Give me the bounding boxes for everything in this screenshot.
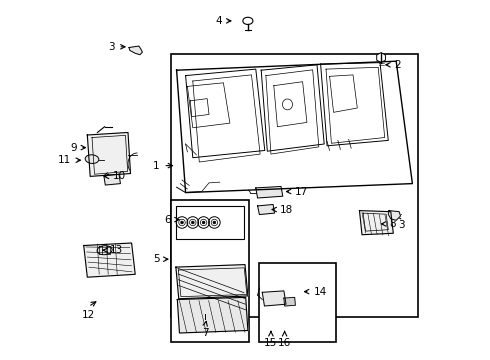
Polygon shape [129, 46, 143, 55]
Polygon shape [262, 291, 286, 306]
Text: 4: 4 [215, 16, 221, 26]
Text: 16: 16 [278, 338, 291, 348]
Circle shape [180, 221, 183, 224]
Polygon shape [87, 132, 130, 176]
Ellipse shape [85, 155, 99, 163]
Text: 15: 15 [264, 338, 277, 348]
Text: 7: 7 [202, 328, 209, 338]
Bar [259, 263, 336, 342]
Text: 3: 3 [108, 42, 115, 52]
Circle shape [192, 221, 194, 224]
Text: 13: 13 [110, 245, 123, 255]
Text: 14: 14 [314, 287, 327, 297]
Polygon shape [84, 243, 135, 277]
Circle shape [213, 221, 216, 224]
Text: 1: 1 [153, 161, 160, 171]
Polygon shape [258, 204, 274, 215]
Polygon shape [177, 297, 248, 333]
Text: 12: 12 [82, 310, 95, 320]
Text: 3: 3 [398, 220, 405, 230]
Text: 11: 11 [58, 155, 72, 165]
Polygon shape [360, 211, 393, 235]
Polygon shape [284, 297, 295, 306]
Polygon shape [176, 61, 413, 193]
Text: 8: 8 [390, 219, 396, 229]
Text: 18: 18 [280, 204, 294, 215]
Ellipse shape [243, 17, 253, 24]
Bar [175, 206, 245, 239]
Text: 10: 10 [113, 171, 125, 181]
Circle shape [202, 221, 205, 224]
Text: 9: 9 [70, 143, 76, 153]
Text: 17: 17 [294, 186, 308, 197]
Polygon shape [388, 211, 400, 220]
Polygon shape [104, 174, 121, 185]
Ellipse shape [97, 246, 112, 255]
Text: 2: 2 [394, 60, 401, 70]
Text: 5: 5 [153, 254, 159, 264]
Polygon shape [256, 186, 283, 198]
Ellipse shape [282, 99, 293, 110]
Bar [171, 54, 418, 317]
Text: 6: 6 [164, 215, 171, 225]
Polygon shape [176, 265, 248, 299]
Bar [171, 200, 248, 342]
